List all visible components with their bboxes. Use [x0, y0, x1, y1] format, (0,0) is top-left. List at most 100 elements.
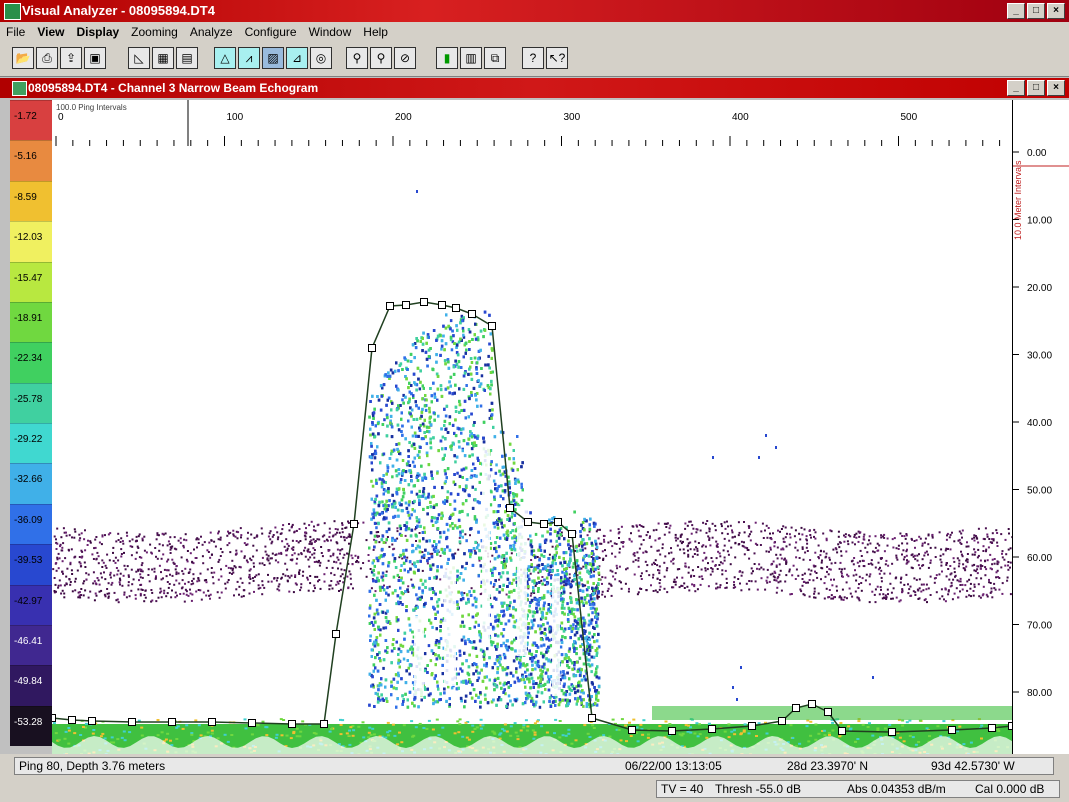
zoom-out-icon[interactable]: ⚲	[370, 47, 392, 69]
peak-icon[interactable]: ⩘	[238, 47, 260, 69]
color-scale-step: -22.34	[10, 342, 52, 383]
menu-help[interactable]: Help	[363, 25, 388, 39]
ping-axis: 100.0 Ping Intervals 0 100 200 300 400 500	[52, 100, 1034, 147]
calibration-readout: Cal 0.000 dB	[975, 782, 1045, 796]
depth-tick-label: 20.00	[1027, 283, 1052, 294]
status-panel-settings: TV = 40 Thresh -55.0 dB Abs 0.04353 dB/m…	[656, 780, 1060, 798]
track-node	[420, 298, 428, 306]
track-node	[402, 301, 410, 309]
open-icon[interactable]: 📂	[12, 47, 34, 69]
depth-tick-label: 50.00	[1027, 486, 1052, 497]
target-icon[interactable]: ◎	[310, 47, 332, 69]
depth-tick-label: 60.00	[1027, 553, 1052, 564]
track-node	[628, 726, 636, 734]
fill-icon[interactable]: ▨	[262, 47, 284, 69]
status-bar: Ping 80, Depth 3.76 meters 06/22/00 13:1…	[0, 754, 1069, 802]
track-node	[668, 727, 676, 735]
depth-tick-label: 30.00	[1027, 351, 1052, 362]
echogram-plot[interactable]	[52, 146, 1012, 754]
scale-icon[interactable]: ⊿	[286, 47, 308, 69]
color-scale-step: -36.09	[10, 503, 52, 545]
color-scale-step: -49.84	[10, 665, 52, 706]
chart-icon[interactable]: ◺	[128, 47, 150, 69]
ping-tick-label: 300	[564, 112, 581, 123]
zoom-cancel-icon[interactable]: ⊘	[394, 47, 416, 69]
track-node	[320, 720, 328, 728]
close-button[interactable]: ×	[1047, 3, 1065, 19]
ping-tick-label: 100	[227, 112, 244, 123]
color-scale-step: -5.16	[10, 140, 52, 181]
child-minimize-button[interactable]: _	[1007, 80, 1025, 96]
track-node	[208, 718, 216, 726]
menu-display[interactable]: Display	[76, 25, 120, 39]
track-node	[88, 717, 96, 725]
track-node	[824, 708, 832, 716]
table-icon[interactable]: ▥	[460, 47, 482, 69]
histogram-icon[interactable]: ▮	[436, 47, 458, 69]
color-scale-step: -12.03	[10, 221, 52, 262]
depth-tick-label: 70.00	[1027, 621, 1052, 632]
print-icon[interactable]: ⎙	[36, 47, 58, 69]
app-title-bar: Visual Analyzer - 08095894.DT4 _ □ ×	[0, 0, 1069, 22]
color-scale-step: -29.22	[10, 423, 52, 464]
bottom-track-line	[52, 298, 1012, 736]
track-node	[988, 724, 996, 732]
color-scale-step: -18.91	[10, 301, 52, 343]
layers-icon[interactable]: ⧉	[484, 47, 506, 69]
track-node	[368, 344, 376, 352]
track-node	[1008, 722, 1012, 730]
threshold-readout: Thresh -55.0 dB	[715, 782, 802, 796]
zoom-in-icon[interactable]: ⚲	[346, 47, 368, 69]
track-node	[288, 720, 296, 728]
color-scale-step: -39.53	[10, 544, 52, 585]
datetime-readout: 06/22/00 13:13:05	[625, 759, 722, 773]
tv-readout: TV = 40	[661, 782, 704, 796]
track-node	[838, 727, 846, 735]
depth-tick-label: 80.00	[1027, 688, 1052, 699]
minimize-button[interactable]: _	[1007, 3, 1025, 19]
ping-depth-readout: Ping 80, Depth 3.76 meters	[19, 759, 166, 773]
menu-view[interactable]: View	[37, 25, 65, 39]
color-scale-step: -15.47	[10, 261, 52, 302]
save-icon[interactable]: ▣	[84, 47, 106, 69]
grid-icon[interactable]: ▦	[152, 47, 174, 69]
track-node	[792, 704, 800, 712]
track-node	[438, 301, 446, 309]
depth-tick-label: 40.00	[1027, 418, 1052, 429]
menu-window[interactable]: Window	[308, 25, 352, 39]
child-close-button[interactable]: ×	[1047, 80, 1065, 96]
document-icon	[12, 81, 27, 96]
child-maximize-button[interactable]: □	[1027, 80, 1045, 96]
track-node	[452, 304, 460, 312]
menu-zooming[interactable]: Zooming	[131, 25, 178, 39]
ping-tick-label: 200	[395, 112, 412, 123]
fish-school	[368, 310, 601, 709]
maximize-button[interactable]: □	[1027, 3, 1045, 19]
track-node	[468, 310, 476, 318]
ping-tick-label: 0	[58, 112, 64, 123]
menu-configure[interactable]: Configure	[244, 25, 297, 39]
echogram-icon[interactable]: △	[214, 47, 236, 69]
menu-file[interactable]: File	[6, 25, 26, 39]
toolbar: 📂 ⎙ ⇪ ▣ ◺ ▦ ▤ △ ⩘ ▨ ⊿ ◎ ⚲ ⚲ ⊘ ▮ ▥ ⧉ ? ↖?	[0, 42, 1069, 77]
track-node	[332, 630, 340, 638]
track-node	[568, 530, 576, 538]
track-node	[524, 518, 532, 526]
longitude-readout: 93d 42.5730' W	[931, 759, 1015, 773]
color-scale-step: -25.78	[10, 382, 52, 423]
menu-analyze[interactable]: Analyze	[189, 25, 233, 39]
app-title: Visual Analyzer - 08095894.DT4	[22, 3, 215, 18]
seafloor-echo	[52, 706, 1012, 754]
track-node	[350, 520, 358, 528]
context-help-icon[interactable]: ↖?	[546, 47, 568, 69]
panel-icon[interactable]: ▤	[176, 47, 198, 69]
export-icon[interactable]: ⇪	[60, 47, 82, 69]
track-node	[506, 504, 514, 512]
track-node	[248, 719, 256, 727]
help-icon[interactable]: ?	[522, 47, 544, 69]
track-node	[778, 717, 786, 725]
echogram-window-title-bar: 08095894.DT4 - Channel 3 Narrow Beam Ech…	[0, 78, 1069, 98]
track-node	[588, 714, 596, 722]
track-node	[68, 716, 76, 724]
sparse-targets	[416, 190, 874, 701]
